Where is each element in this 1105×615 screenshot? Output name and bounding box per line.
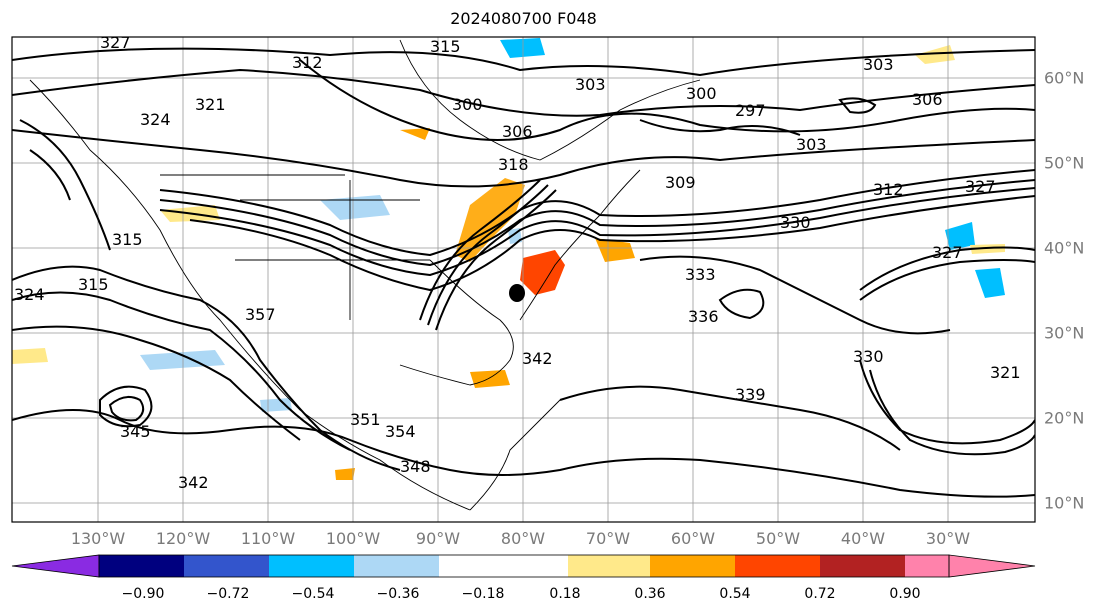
yellow-patch: [400, 128, 430, 140]
colorbar-bin: [269, 555, 354, 577]
colorbar-bin: [99, 555, 184, 577]
contour-label: 300: [686, 84, 717, 103]
colorbar-min-extend: [11, 554, 100, 578]
contour-label: 315: [112, 230, 143, 249]
contour-label: 309: [665, 173, 696, 192]
contour-label: 345: [120, 422, 151, 441]
contour-label: 303: [575, 75, 606, 94]
lon-label: 100°W: [325, 529, 381, 548]
colorbar-bin: [905, 555, 949, 577]
blue-patch: [260, 398, 292, 412]
colorbar-tick-label: −0.72: [206, 586, 250, 602]
coastlines: [29, 39, 701, 511]
lon-label: 60°W: [670, 529, 716, 548]
colorbar-tick-label: −0.36: [376, 586, 420, 602]
contour-label: 303: [796, 135, 827, 154]
contour-label: 306: [502, 122, 533, 141]
contour-label: 327: [932, 243, 963, 262]
contour-label: 321: [990, 363, 1021, 382]
colorbar-bin: [184, 555, 269, 577]
colorbar-tick-label: 0.54: [719, 586, 751, 602]
orange-patch: [455, 178, 525, 262]
contour-label: 333: [685, 265, 716, 284]
lon-label: 40°W: [840, 529, 886, 548]
contour-label: 318: [498, 155, 529, 174]
lon-label: 130°W: [70, 529, 126, 548]
lon-label: 30°W: [925, 529, 971, 548]
lon-label: 110°W: [240, 529, 296, 548]
lat-label: 40°N: [1044, 238, 1085, 258]
graticule: [12, 37, 1035, 522]
contour-label: 357: [245, 305, 276, 324]
contour-label: 348: [400, 457, 431, 476]
colorbar-tick-label: −0.18: [461, 586, 505, 602]
colorbar: [11, 554, 1036, 578]
shaded-anomalies: [12, 38, 1005, 480]
contour-label: 312: [292, 53, 323, 72]
lat-label: 60°N: [1044, 68, 1085, 88]
yellow-patch: [12, 348, 48, 364]
contour-label: 312: [873, 180, 904, 199]
contour-label: 297: [735, 101, 766, 120]
blue-patch: [500, 38, 545, 58]
contour-label: 351: [350, 410, 381, 429]
yellow-patch: [470, 370, 510, 388]
contour-label: 315: [430, 37, 461, 56]
lon-label: 50°W: [755, 529, 801, 548]
lat-label: 50°N: [1044, 153, 1085, 173]
contour-label: 327: [100, 33, 131, 52]
colorbar-bin: [568, 555, 650, 577]
contour-label: 339: [735, 385, 766, 404]
map-frame: [11, 36, 1036, 523]
contour-label: 330: [853, 347, 884, 366]
yellow-patch: [970, 244, 1005, 254]
yellow-patch: [595, 238, 635, 262]
contour-label: 327: [965, 177, 996, 196]
contour-labels: 327 312 315 321 324 303 300 306 300 297 …: [14, 33, 1021, 492]
contour-label: 315: [78, 275, 109, 294]
lat-label: 20°N: [1044, 408, 1085, 428]
contour-label: 336: [688, 307, 719, 326]
colorbar-tick-label: 0.36: [634, 586, 666, 602]
contour-label: 306: [912, 90, 943, 109]
colorbar-tick-label: −0.90: [121, 586, 165, 602]
colorbar-bin: [650, 555, 735, 577]
lon-label: 80°W: [500, 529, 546, 548]
yellow-patch: [335, 468, 355, 480]
yellow-patch: [915, 45, 955, 64]
contour-label: 324: [14, 285, 45, 304]
lon-label: 70°W: [585, 529, 631, 548]
lat-label: 30°N: [1044, 323, 1085, 343]
colorbar-tick-label: 0.72: [804, 586, 836, 602]
contour-label: 321: [195, 95, 226, 114]
colorbar-bin: [735, 555, 820, 577]
storm-center-marker: [509, 284, 525, 302]
contour-label: 300: [452, 95, 483, 114]
contours: [12, 47, 1035, 498]
blue-patch: [975, 268, 1005, 298]
contour-label: 330: [780, 213, 811, 232]
map-title: 2024080700 F048: [450, 9, 597, 28]
lon-label: 120°W: [155, 529, 211, 548]
blue-patch: [945, 222, 975, 250]
lat-label: 10°N: [1044, 493, 1085, 513]
colorbar-tick-label: 0.18: [549, 586, 581, 602]
colorbar-bin: [820, 555, 905, 577]
colorbar-bin: [354, 555, 439, 577]
contour-label: 342: [522, 349, 553, 368]
contour-label: 354: [385, 422, 416, 441]
lon-label: 90°W: [415, 529, 461, 548]
colorbar-tick-label: −0.54: [291, 586, 335, 602]
contour-label: 342: [178, 473, 209, 492]
blue-patch: [320, 195, 390, 220]
contour-label: 303: [863, 55, 894, 74]
colorbar-max-extend: [948, 554, 1036, 578]
contour-label: 324: [140, 110, 171, 129]
red-patch: [520, 250, 565, 295]
colorbar-tick-label: 0.90: [889, 586, 921, 602]
